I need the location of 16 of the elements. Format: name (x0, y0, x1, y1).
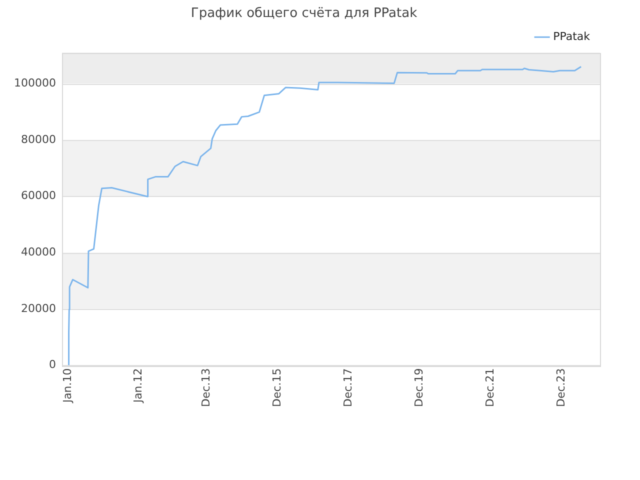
y-tick-label: 60000 (20, 189, 56, 202)
legend-label: PPatak (553, 30, 591, 43)
y-tick-label: 100000 (14, 76, 56, 90)
y-tick-label: 0 (48, 358, 56, 372)
chart-title: График общего счёта для PPatak (190, 6, 418, 22)
x-tick-label: Dec.21 (483, 368, 496, 407)
y-tick-label: 80000 (20, 132, 56, 146)
x-tick-label: Jan.10 (60, 368, 74, 404)
x-tick-label: Jan.12 (132, 368, 145, 404)
y-tick-label: 40000 (20, 245, 56, 258)
y-tick-label: 20000 (20, 302, 56, 315)
x-tick-label: Dec.17 (342, 368, 355, 407)
x-tick-label: Dec.13 (200, 368, 213, 407)
x-tick-label: Dec.19 (412, 368, 426, 407)
x-tick-label: Dec.15 (270, 368, 284, 407)
x-tick-label: Dec.23 (554, 368, 568, 407)
